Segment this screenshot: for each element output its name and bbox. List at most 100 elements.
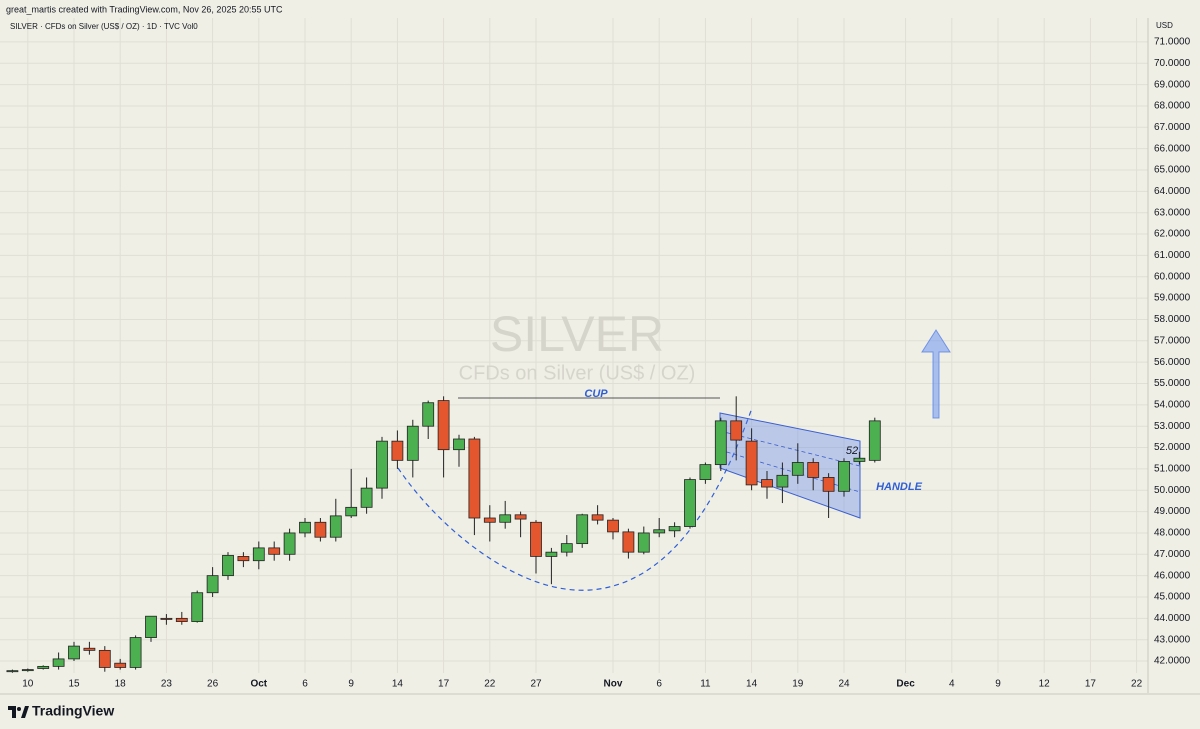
candle-body — [406, 425, 419, 461]
candle-body — [252, 547, 265, 562]
y-tick-label: 66.0000 — [1154, 143, 1191, 154]
x-tick-label: 17 — [438, 679, 450, 690]
candle-body — [376, 440, 388, 489]
x-tick-label: 14 — [746, 679, 758, 690]
candle-body — [175, 617, 188, 622]
candle-body — [52, 658, 65, 667]
x-tick-label: 9 — [995, 679, 1001, 690]
y-tick-label: 68.0000 — [1154, 101, 1191, 112]
candle-body — [468, 438, 481, 519]
x-tick-label: 22 — [1131, 679, 1143, 690]
y-tick-label: 67.0000 — [1154, 122, 1191, 133]
candle-body — [653, 529, 666, 534]
x-tick-label: 12 — [1039, 679, 1051, 690]
logo-mark — [8, 706, 16, 718]
header: great_martis created with TradingView.co… — [6, 4, 283, 14]
candle-body — [437, 400, 450, 451]
y-tick-label: 54.0000 — [1154, 399, 1191, 410]
y-tick-label: 52.0000 — [1154, 442, 1191, 453]
y-tick-label: 64.0000 — [1154, 186, 1191, 197]
candle-body — [791, 462, 804, 476]
y-tick-label: 53.0000 — [1154, 421, 1191, 432]
x-tick-label: 23 — [161, 679, 173, 690]
x-tick-label: 26 — [207, 679, 219, 690]
candle-body — [268, 547, 281, 555]
handle-label: HANDLE — [876, 481, 922, 493]
candle-body — [699, 464, 712, 480]
logo-mark — [17, 707, 21, 711]
x-tick-label: 27 — [530, 679, 542, 690]
y-tick-label: 59.0000 — [1154, 293, 1191, 304]
y-tick-label: 57.0000 — [1154, 335, 1191, 346]
candle-body — [206, 575, 219, 594]
candle-body — [822, 477, 835, 492]
brand-name: TradingView — [32, 703, 114, 719]
candle-body — [299, 521, 311, 534]
x-tick-label: 11 — [700, 679, 711, 690]
candle-body — [622, 531, 635, 553]
candle-body — [129, 637, 142, 668]
candle-body — [283, 532, 296, 555]
y-tick-label: 42.0000 — [1154, 656, 1191, 667]
x-tick-label: Nov — [604, 679, 623, 690]
candle-body — [807, 462, 820, 478]
candle-body — [591, 514, 604, 521]
candle-body — [191, 592, 204, 622]
candle-body — [453, 438, 465, 451]
x-tick-label: 9 — [348, 679, 354, 690]
candle-body — [560, 543, 573, 553]
x-tick-label: 18 — [115, 679, 127, 690]
candle-body — [668, 526, 681, 532]
candle-body — [37, 665, 50, 669]
candle-body — [6, 670, 19, 673]
legend: SILVER · CFDs on Silver (US$ / OZ) · 1D … — [10, 22, 198, 31]
y-tick-label: 44.0000 — [1154, 613, 1191, 624]
candle-body — [838, 461, 850, 492]
y-tick-label: 62.0000 — [1154, 229, 1191, 240]
x-tick-label: 4 — [949, 679, 955, 690]
point-label: 52 — [846, 445, 858, 457]
brand-logo — [8, 706, 29, 718]
y-tick-label: 45.0000 — [1154, 592, 1191, 603]
x-tick-label: 24 — [838, 679, 850, 690]
candle-body — [637, 532, 650, 553]
candle-body — [761, 479, 773, 488]
y-tick-label: 56.0000 — [1154, 357, 1191, 368]
candle-body — [422, 402, 435, 427]
x-tick-label: 22 — [484, 679, 496, 690]
candle-body — [514, 514, 527, 520]
candle-body — [83, 647, 96, 651]
x-tick-label: Dec — [896, 679, 915, 690]
y-tick-label: 46.0000 — [1154, 570, 1191, 581]
candle-body — [98, 649, 111, 668]
candle-body — [345, 506, 358, 517]
cup-curve — [397, 407, 753, 591]
candle-body — [314, 521, 327, 538]
channel-midline — [719, 430, 861, 467]
x-tick-label: 10 — [22, 679, 34, 690]
y-tick-label: 49.0000 — [1154, 506, 1191, 517]
candle-body — [545, 551, 558, 557]
y-tick-label: 65.0000 — [1154, 165, 1191, 176]
candle-body — [499, 514, 512, 523]
x-tick-label: 14 — [392, 679, 404, 690]
candle-body — [329, 515, 342, 538]
candle-body — [868, 420, 881, 461]
watermark-title: SILVER — [490, 306, 664, 362]
y-tick-label: 48.0000 — [1154, 528, 1191, 539]
up-arrow — [921, 329, 951, 419]
candle-body — [576, 514, 589, 545]
candle-body — [776, 474, 789, 488]
candle-body — [483, 517, 496, 523]
y-tick-label: 47.0000 — [1154, 549, 1191, 560]
candle-body — [714, 420, 727, 466]
candle-body — [145, 615, 157, 638]
x-tick-label: 19 — [792, 679, 804, 690]
y-tick-label: 61.0000 — [1154, 250, 1191, 261]
candle-body — [160, 617, 173, 620]
candle-body — [114, 662, 127, 668]
y-tick-label: 58.0000 — [1154, 314, 1191, 325]
candle-layer — [6, 396, 881, 673]
